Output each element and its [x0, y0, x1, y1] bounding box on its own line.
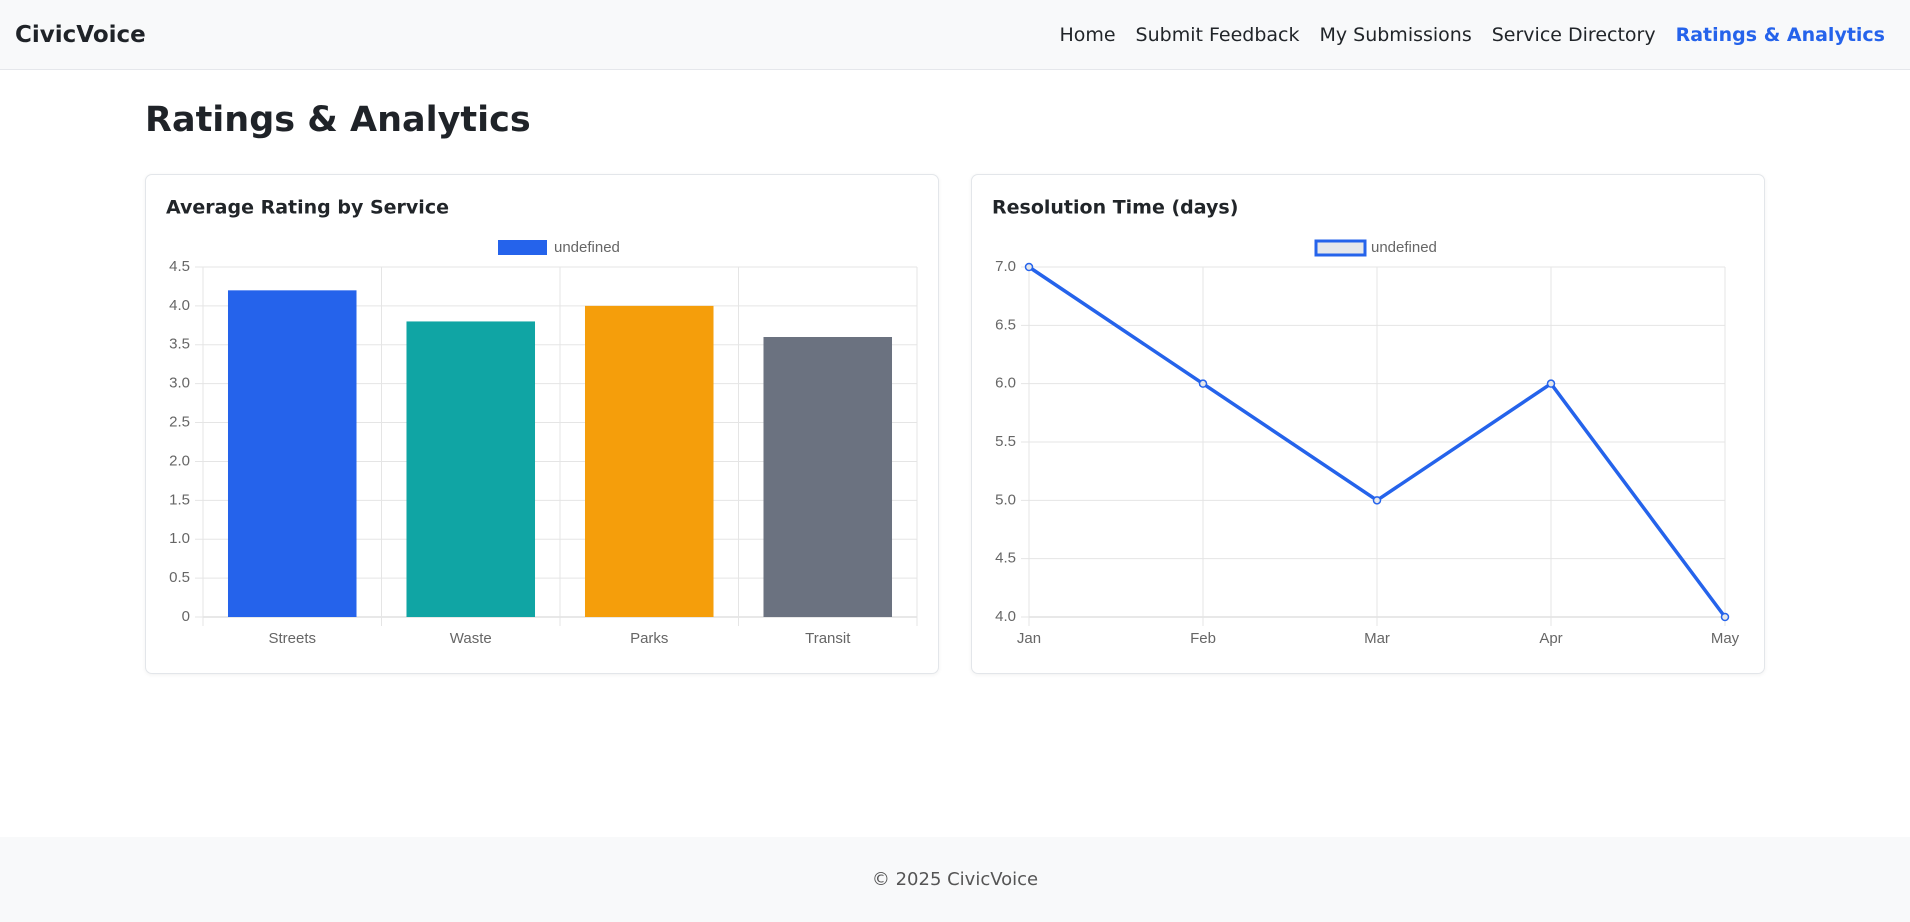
y-tick-label: 3.0 [169, 375, 190, 392]
x-tick-label: May [1711, 630, 1740, 647]
y-tick-label: 4.5 [995, 550, 1016, 567]
y-tick-label: 3.5 [169, 336, 190, 353]
legend-label: undefined [554, 239, 620, 256]
y-tick-label: 2.0 [169, 452, 190, 469]
nav-links: Home Submit Feedback My Submissions Serv… [1059, 24, 1885, 46]
y-tick-label: 6.5 [995, 316, 1016, 333]
bar [763, 337, 893, 617]
navbar: CivicVoice Home Submit Feedback My Submi… [0, 0, 1910, 70]
y-tick-label: 1.0 [169, 530, 190, 547]
chart: Average Rating by Service undefined 0 0.5 1.… [166, 197, 918, 647]
card-title: Resolution Time (days) [992, 197, 1238, 219]
nav-link[interactable]: Submit Feedback [1135, 23, 1300, 46]
page-title: Ratings & Analytics [145, 100, 531, 140]
footer-text: © 2025 CivicVoice [871, 869, 1039, 890]
footer: © 2025 CivicVoice [0, 837, 1910, 922]
legend-swatch [498, 240, 547, 255]
x-tick-label: Streets [268, 630, 316, 647]
legend-swatch [1314, 239, 1367, 257]
x-tick-label: Transit [805, 630, 851, 647]
x-tick-label: Parks [630, 630, 668, 647]
y-tick-label: 0.5 [169, 569, 190, 586]
x-tick-label: Waste [450, 630, 492, 647]
point [1372, 496, 1382, 505]
point [1198, 379, 1208, 388]
chart: Resolution Time (days) undefined 4.0 4.5 5.0… [992, 197, 1740, 647]
x-tick-label: Apr [1539, 630, 1562, 647]
y-tick-label: 1.5 [169, 491, 190, 508]
chart-card: Average Rating by Service undefined 0 0.5 1.… [145, 174, 939, 674]
point [1720, 612, 1730, 622]
point [1024, 262, 1034, 272]
bar [584, 305, 714, 617]
chart-card: Resolution Time (days) undefined 4.0 4.5 5.0… [971, 174, 1765, 674]
y-tick-label: 6.0 [995, 375, 1016, 392]
x-tick-label: Jan [1017, 630, 1041, 647]
nav-link[interactable]: My Submissions [1319, 23, 1472, 46]
nav-link[interactable]: Service Directory [1491, 23, 1656, 46]
y-tick-label: 2.5 [169, 414, 190, 431]
legend-label: undefined [1371, 239, 1437, 256]
bar [406, 321, 536, 617]
nav-link[interactable]: Ratings & Analytics [1675, 23, 1885, 46]
y-tick-label: 4.0 [169, 297, 190, 314]
card-title: Average Rating by Service [166, 197, 449, 219]
x-tick-label: Feb [1190, 630, 1216, 647]
nav-link[interactable]: Home [1059, 23, 1116, 46]
brand[interactable]: CivicVoice [15, 21, 146, 48]
y-tick-label: 7.0 [995, 258, 1016, 275]
bar [227, 290, 357, 617]
y-tick-label: 4.0 [995, 608, 1016, 625]
y-tick-label: 0 [182, 608, 190, 625]
y-tick-label: 5.5 [995, 433, 1016, 450]
point [1546, 379, 1556, 388]
y-tick-label: 5.0 [995, 491, 1016, 508]
x-tick-label: Mar [1364, 630, 1390, 647]
y-tick-label: 4.5 [169, 258, 190, 275]
